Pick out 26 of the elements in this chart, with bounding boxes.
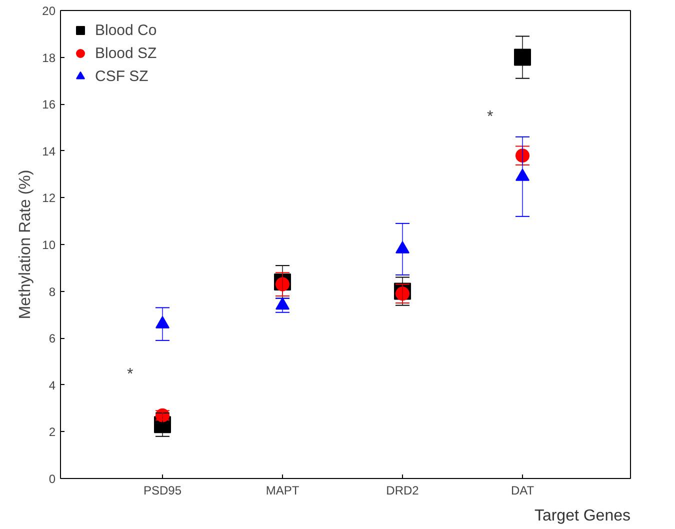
point [276,277,290,292]
y-tick-label: 4 [48,378,56,392]
y-tick-label: 14 [42,144,56,158]
y-axis-title: Methylation Rate (%) [17,170,34,320]
x-tick-label: PSD95 [143,484,182,498]
legend-label: CSF SZ [95,68,148,84]
x-tick-label: DAT [510,484,535,498]
point [396,286,410,301]
legend-label: Blood SZ [95,44,157,62]
y-tick-label: 8 [48,284,56,299]
y-tick-label: 2 [48,425,56,440]
y-tick-label: 20 [42,4,56,18]
annotation: * [126,366,134,383]
y-tick-label: 0 [48,472,56,486]
legend-label: Blood Co [95,22,157,38]
x-tick-label: MAPT [266,484,300,498]
y-tick-label: 16 [42,98,56,112]
y-tick-label: 18 [42,50,56,65]
annotation: * [486,108,494,126]
y-tick-label: 6 [48,332,56,346]
x-tick-label: DRD2 [386,484,420,498]
point [516,148,530,163]
point [514,48,531,66]
x-axis-title: Target Genes [534,508,631,524]
y-tick-label: 12 [42,191,56,206]
y-tick-label: 10 [42,238,56,252]
